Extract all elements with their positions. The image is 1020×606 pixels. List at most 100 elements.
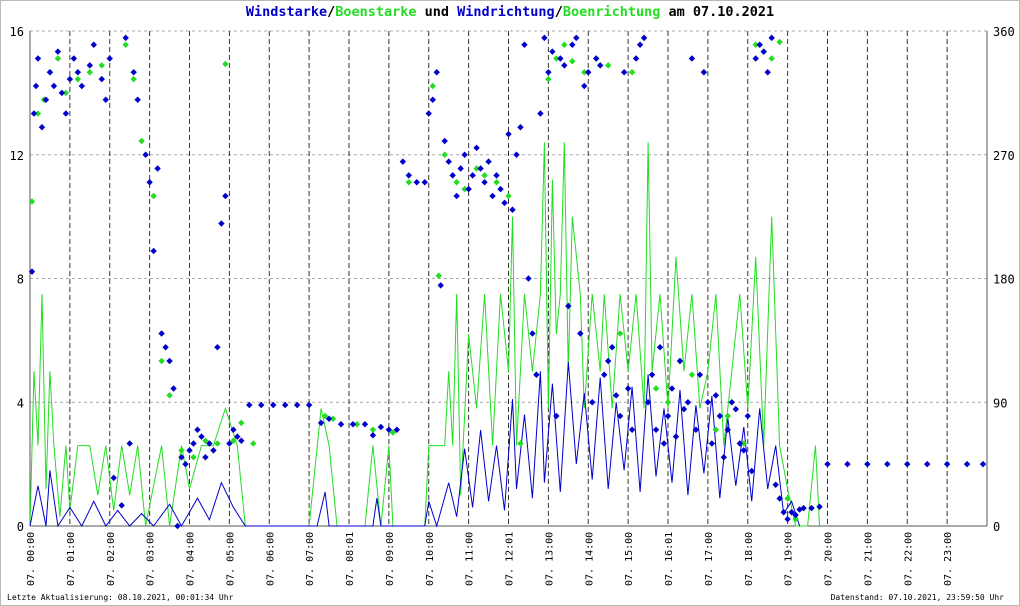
point-windrichtung [979, 460, 987, 468]
point-boenrichtung [250, 440, 257, 447]
footer-last-update: Letzte Aktualisierung: 08.10.2021, 00:01… [7, 593, 234, 602]
series-line-windstarke [29, 361, 801, 528]
point-windrichtung [557, 55, 564, 62]
point-windrichtung [541, 34, 548, 42]
point-boenrichtung [776, 38, 783, 46]
point-windrichtung [130, 69, 137, 76]
title-sep2: / [554, 4, 563, 20]
point-windrichtung [736, 440, 743, 447]
point-boenrichtung [752, 41, 759, 48]
point-boenrichtung [664, 399, 672, 406]
point-windrichtung [772, 481, 779, 488]
point-windrichtung [636, 41, 644, 48]
y2-tick-label: 180 [993, 273, 1015, 287]
point-boenrichtung [768, 55, 775, 62]
point-windrichtung [166, 357, 173, 365]
point-boenrichtung [517, 440, 524, 447]
y-tick-label: 12 [10, 149, 24, 163]
point-windrichtung [230, 426, 237, 433]
point-windrichtung [429, 96, 436, 103]
point-boenrichtung [230, 437, 237, 444]
point-windrichtung [784, 515, 791, 523]
point-windrichtung [437, 282, 444, 289]
point-windrichtung [632, 55, 640, 62]
point-windrichtung [154, 165, 161, 172]
point-windrichtung [628, 426, 636, 433]
point-windrichtung [66, 75, 74, 83]
point-windrichtung [676, 357, 684, 365]
point-windrichtung [469, 172, 476, 179]
point-windrichtung [218, 220, 225, 227]
point-windrichtung [732, 405, 739, 413]
point-windrichtung [214, 344, 221, 351]
point-windrichtung [110, 474, 117, 482]
point-boenrichtung [652, 385, 660, 392]
point-windrichtung [194, 426, 201, 433]
x-tick-label: 07. 04:00 [186, 532, 197, 586]
point-windrichtung [884, 460, 891, 468]
point-windrichtung [118, 502, 125, 509]
point-boenrichtung [122, 41, 129, 48]
point-windrichtung [190, 440, 197, 447]
point-windrichtung [864, 460, 871, 468]
point-boenrichtung [429, 82, 436, 90]
point-windrichtung [601, 371, 608, 378]
point-windrichtung [182, 460, 189, 468]
point-boenrichtung [453, 179, 460, 186]
point-boenrichtung [628, 69, 636, 76]
point-windrichtung [549, 48, 556, 55]
point-windrichtung [477, 165, 484, 172]
point-windrichtung [70, 55, 78, 62]
x-tick-label: 07. 02:00 [106, 532, 117, 586]
title-sep1: / [327, 4, 336, 20]
point-windrichtung [612, 392, 620, 399]
x-tick-label: 07. 23:00 [943, 532, 954, 586]
x-tick-label: 07. 16:01 [664, 532, 675, 586]
point-windrichtung [473, 144, 480, 152]
point-windrichtung [589, 399, 596, 406]
x-tick-label: 07. 08:01 [345, 532, 356, 586]
point-windrichtung [620, 69, 628, 76]
point-windrichtung [740, 447, 747, 454]
point-boenrichtung [222, 60, 229, 68]
point-windrichtung [525, 275, 532, 282]
point-windrichtung [305, 401, 313, 409]
x-tick-label: 07. 11:00 [465, 532, 476, 586]
point-windrichtung [282, 401, 289, 409]
point-windrichtung [210, 447, 217, 454]
point-windrichtung [943, 460, 951, 468]
point-windrichtung [644, 399, 652, 406]
point-windrichtung [668, 385, 676, 392]
point-windrichtung [792, 511, 799, 519]
point-windrichtung [258, 401, 265, 409]
point-windrichtung [720, 454, 728, 461]
point-boenrichtung [493, 179, 500, 186]
point-windrichtung [728, 399, 735, 406]
point-windrichtung [174, 522, 181, 530]
point-windrichtung [270, 401, 277, 409]
point-windrichtung [50, 82, 58, 90]
point-windrichtung [724, 426, 732, 433]
y2-tick-label: 0 [993, 520, 1000, 534]
x-tick-label: 07. 03:00 [146, 532, 157, 586]
point-windrichtung [238, 437, 245, 444]
point-windrichtung [325, 415, 333, 422]
x-tick-label: 07. 05:00 [225, 532, 236, 586]
point-boenrichtung [740, 440, 747, 447]
point-windrichtung [904, 460, 911, 468]
point-windrichtung [553, 412, 560, 420]
point-boenrichtung [461, 185, 468, 193]
point-windrichtung [517, 124, 524, 131]
point-windrichtung [497, 185, 504, 193]
point-windrichtung [684, 399, 692, 406]
point-windrichtung [453, 192, 460, 200]
point-windrichtung [62, 110, 70, 117]
y2-tick-label: 360 [993, 25, 1015, 39]
point-windrichtung [38, 124, 46, 131]
point-boenrichtung [353, 421, 361, 428]
x-tick-label: 07. 12:01 [505, 532, 516, 586]
x-tick-label: 07. 06:00 [265, 532, 276, 586]
point-boenrichtung [481, 172, 488, 179]
x-tick-label: 07. 17:00 [704, 532, 715, 586]
point-windrichtung [86, 62, 94, 69]
